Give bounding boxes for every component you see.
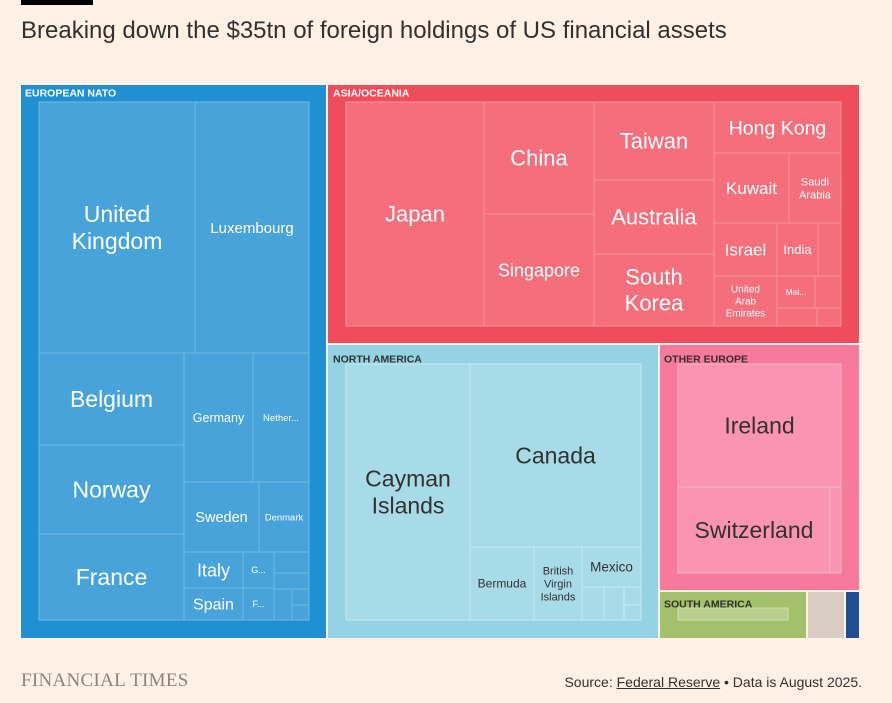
tile-f: [242, 587, 275, 621]
tile-france: [38, 533, 185, 621]
tile-small-6: [817, 222, 842, 277]
tile-label-hong-kong: Hong Kong: [729, 117, 827, 139]
tile-small-7: [814, 275, 842, 309]
tile-israel: [713, 222, 778, 277]
tile-label-sweden: Sweden: [195, 510, 247, 526]
tile-south-korea: [593, 253, 715, 327]
tile-label-cayman-islands: Cayman Islands: [365, 465, 451, 518]
tile-label-luxembourg: Luxembourg: [210, 220, 293, 237]
tile-hong-kong: [713, 101, 842, 154]
tile-label-india: India: [783, 242, 812, 257]
source-note: Source: Federal Reserve • Data is August…: [564, 674, 862, 690]
tile-label-ireland: Ireland: [724, 413, 794, 439]
group-label-other-europe: OTHER EUROPE: [664, 354, 748, 366]
tile-singapore: [483, 213, 595, 327]
tile-label-switzerland: Switzerland: [695, 517, 814, 543]
tile-united-kingdom: [38, 101, 196, 354]
tile-mal: [776, 275, 816, 309]
tile-label-nether: Nether...: [263, 413, 299, 424]
tile-italy: [183, 551, 244, 589]
tile-label-g: G...: [251, 565, 266, 575]
tile-australia: [593, 179, 715, 255]
group-other-region-1: [808, 592, 844, 638]
tile-china: [483, 101, 595, 215]
tile-british-virgin-islands: [533, 546, 583, 621]
tile-small-13: [623, 604, 642, 621]
tile-switzerland: [677, 486, 831, 574]
tile-small-1: [273, 551, 310, 574]
ft-logo: FINANCIAL TIMES: [21, 670, 189, 691]
tile-small-10: [581, 586, 605, 621]
tile-small-12: [623, 586, 642, 606]
tile-label-united-kingdom: United Kingdom: [72, 201, 163, 254]
tile-label-denmark: Denmark: [265, 512, 304, 523]
tile-small-14: [829, 486, 842, 574]
source-link[interactable]: Federal Reserve: [616, 674, 721, 690]
tile-label-norway: Norway: [73, 477, 151, 503]
tile-small-3: [273, 588, 293, 621]
group-label-north-america: NORTH AMERICA: [333, 354, 422, 366]
data-date-note: • Data is August 2025.: [724, 674, 862, 690]
tile-label-spain: Spain: [193, 597, 234, 614]
tile-cayman-islands: [345, 363, 471, 621]
group-label-asia-oceania: ASIA/OCEANIA: [333, 88, 410, 100]
tile-label-israel: Israel: [725, 240, 767, 259]
tile-label-italy: Italy: [197, 560, 230, 580]
tile-label-f: F...: [252, 599, 264, 609]
tile-japan: [345, 101, 485, 327]
tile-norway: [38, 444, 185, 535]
tile-label-singapore: Singapore: [498, 260, 580, 280]
tile-small-4: [291, 588, 310, 606]
tile-small-9: [816, 307, 842, 327]
tile-taiwan: [593, 101, 715, 181]
tile-bermuda: [469, 546, 535, 621]
tile-label-saudi-arabia: Saudi Arabia: [799, 176, 832, 201]
tile-small-11: [603, 586, 625, 621]
tile-small-8: [776, 307, 818, 327]
tile-mexico: [581, 546, 642, 588]
tile-small-2: [273, 572, 310, 590]
tile-g: [242, 551, 275, 589]
tile-label-kuwait: Kuwait: [726, 179, 777, 198]
tile-label-japan: Japan: [385, 202, 445, 227]
tile-label-taiwan: Taiwan: [620, 129, 688, 154]
group-other-region-2: [846, 592, 859, 638]
tile-label-united-arab-emirates: United Arab Emirates: [726, 285, 765, 320]
tile-south-america-inner: [677, 607, 789, 621]
tile-small-5: [291, 604, 310, 621]
tile-label-australia: Australia: [611, 205, 697, 230]
tile-label-mal: Mal...: [786, 287, 807, 297]
tile-label-china: China: [510, 146, 568, 171]
tile-kuwait: [713, 152, 790, 224]
tile-label-france: France: [76, 564, 148, 590]
tile-nether: [252, 352, 310, 483]
tile-label-belgium: Belgium: [70, 386, 153, 412]
group-label-european-nato: EUROPEAN NATO: [25, 88, 116, 100]
tile-canada: [469, 363, 642, 548]
tile-label-germany: Germany: [193, 411, 245, 425]
tile-united-arab-emirates: [713, 275, 778, 327]
chart-title: Breaking down the $35tn of foreign holdi…: [21, 17, 727, 44]
tile-label-british-virgin-islands: British Virgin Islands: [541, 565, 576, 603]
tile-label-canada: Canada: [515, 443, 596, 469]
tile-label-south-korea: South Korea: [625, 265, 684, 316]
treemap-chart: EUROPEAN NATO United Kingdom Luxembourg Belg…: [21, 85, 859, 638]
tile-luxembourg: [194, 101, 310, 354]
ft-top-bar: [21, 0, 93, 5]
tile-label-bermuda: Bermuda: [478, 577, 527, 591]
tile-india: [776, 222, 819, 277]
source-prefix: Source:: [564, 674, 613, 690]
tile-label-mexico: Mexico: [590, 560, 633, 575]
tile-belgium: [38, 352, 185, 446]
